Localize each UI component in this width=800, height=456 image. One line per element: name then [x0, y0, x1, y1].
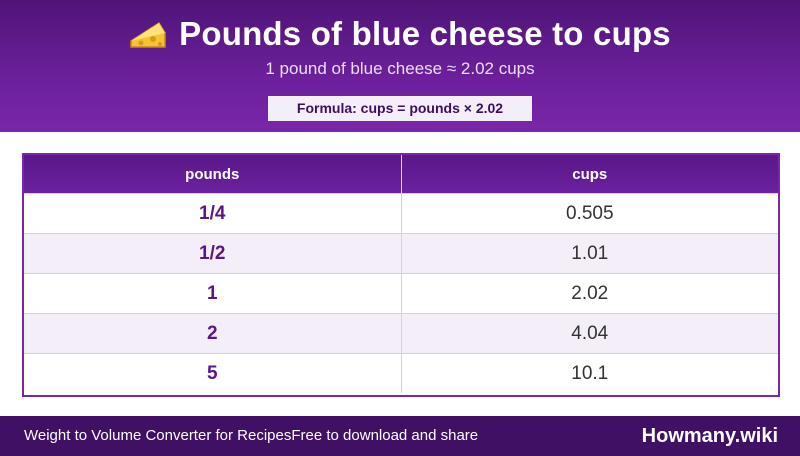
cheese-icon: [130, 21, 166, 48]
brand-logo-text: Howmany.wiki: [641, 425, 778, 447]
table-row: 5 10.1: [24, 353, 778, 393]
cell-cups: 2.02: [400, 273, 778, 314]
page-title: Pounds of blue cheese to cups: [0, 12, 800, 56]
title-text: Pounds of blue cheese to cups: [179, 15, 671, 52]
cell-cups: 10.1: [400, 353, 778, 393]
table-header-row: pounds cups: [24, 155, 778, 194]
conversion-table: pounds cups 1/4 0.505 1/2 1.01 1 2.02 2 …: [22, 153, 780, 397]
formula-box: Formula: cups = pounds × 2.02: [268, 96, 532, 121]
cell-pounds: 1/2: [24, 233, 401, 274]
footer-converter-text: Weight to Volume Converter for Recipes: [24, 427, 292, 444]
cell-cups: 1.01: [400, 233, 778, 274]
column-header-pounds: pounds: [24, 155, 401, 194]
subtitle: 1 pound of blue cheese ≈ 2.02 cups: [265, 59, 535, 78]
header-banner: Pounds of blue cheese to cups 1 pound of…: [0, 0, 800, 132]
cell-pounds: 5: [24, 353, 401, 393]
column-header-cups: cups: [400, 155, 778, 194]
cell-cups: 4.04: [400, 313, 778, 354]
cell-pounds: 1: [24, 273, 401, 314]
footer-share-text: Free to download and share: [291, 427, 479, 444]
cell-cups: 0.505: [400, 193, 778, 234]
table-row: 1/4 0.505: [24, 193, 778, 234]
table-row: 2 4.04: [24, 313, 778, 354]
cell-pounds: 1/4: [24, 193, 401, 234]
table-row: 1 2.02: [24, 273, 778, 314]
footer-bar: Weight to Volume Converter for RecipesFr…: [0, 416, 800, 456]
cell-pounds: 2: [24, 313, 401, 354]
table-row: 1/2 1.01: [24, 233, 778, 274]
footer-tagline: Weight to Volume Converter for RecipesFr…: [24, 416, 478, 456]
